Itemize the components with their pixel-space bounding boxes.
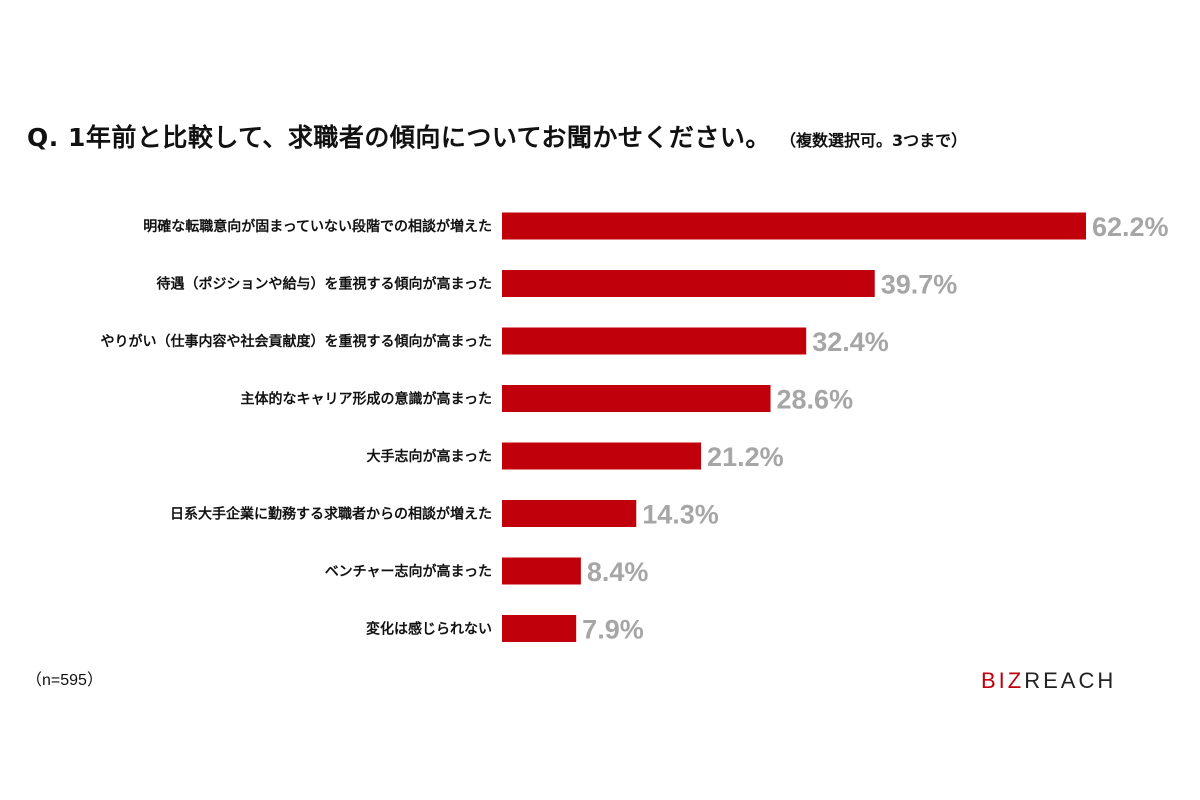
bar — [502, 557, 581, 585]
category-label: 主体的なキャリア形成の意識が高まった — [241, 391, 492, 408]
value-label: 39.7% — [881, 270, 958, 300]
bar — [502, 385, 771, 412]
bar — [502, 615, 577, 642]
category-label: ベンチャー志向が高まった — [325, 563, 492, 580]
category-label: 待遇（ポジションや給与）を重視する傾向が高まった — [157, 276, 492, 293]
value-label: 21.2% — [707, 442, 784, 472]
bar — [502, 442, 702, 470]
value-label: 7.9% — [582, 615, 644, 645]
chart-title-note: （複数選択可。3つまで） — [779, 131, 968, 150]
category-label: 日系大手企業に勤務する求職者からの相談が増えた — [170, 506, 492, 523]
category-label: やりがい（仕事内容や社会貢献度）を重視する傾向が高まった — [101, 333, 492, 350]
sample-size-note: （n=595） — [26, 672, 103, 689]
value-label: 28.6% — [777, 385, 854, 415]
value-label: 62.2% — [1092, 212, 1169, 242]
chart-title: Q. 1年前と比較して、求職者の傾向についてお聞かせください。 — [27, 123, 771, 152]
value-label: 32.4% — [812, 327, 889, 357]
brand-logo-part1: BIZ — [981, 668, 1025, 693]
brand-logo: BIZREACH — [981, 668, 1116, 694]
value-label: 8.4% — [587, 557, 649, 587]
category-label: 大手志向が高まった — [367, 448, 492, 465]
bar — [502, 500, 637, 527]
bar — [502, 212, 1086, 240]
category-label: 変化は感じられない — [366, 621, 492, 638]
bar — [502, 327, 807, 355]
bar — [502, 270, 875, 297]
category-label: 明確な転職意向が固まっていない段階での相談が増えた — [143, 218, 492, 235]
value-label: 14.3% — [642, 500, 719, 530]
chart-title-row: Q. 1年前と比較して、求職者の傾向についてお聞かせください。 （複数選択可。3… — [27, 118, 967, 154]
brand-logo-part2: REACH — [1024, 668, 1117, 693]
